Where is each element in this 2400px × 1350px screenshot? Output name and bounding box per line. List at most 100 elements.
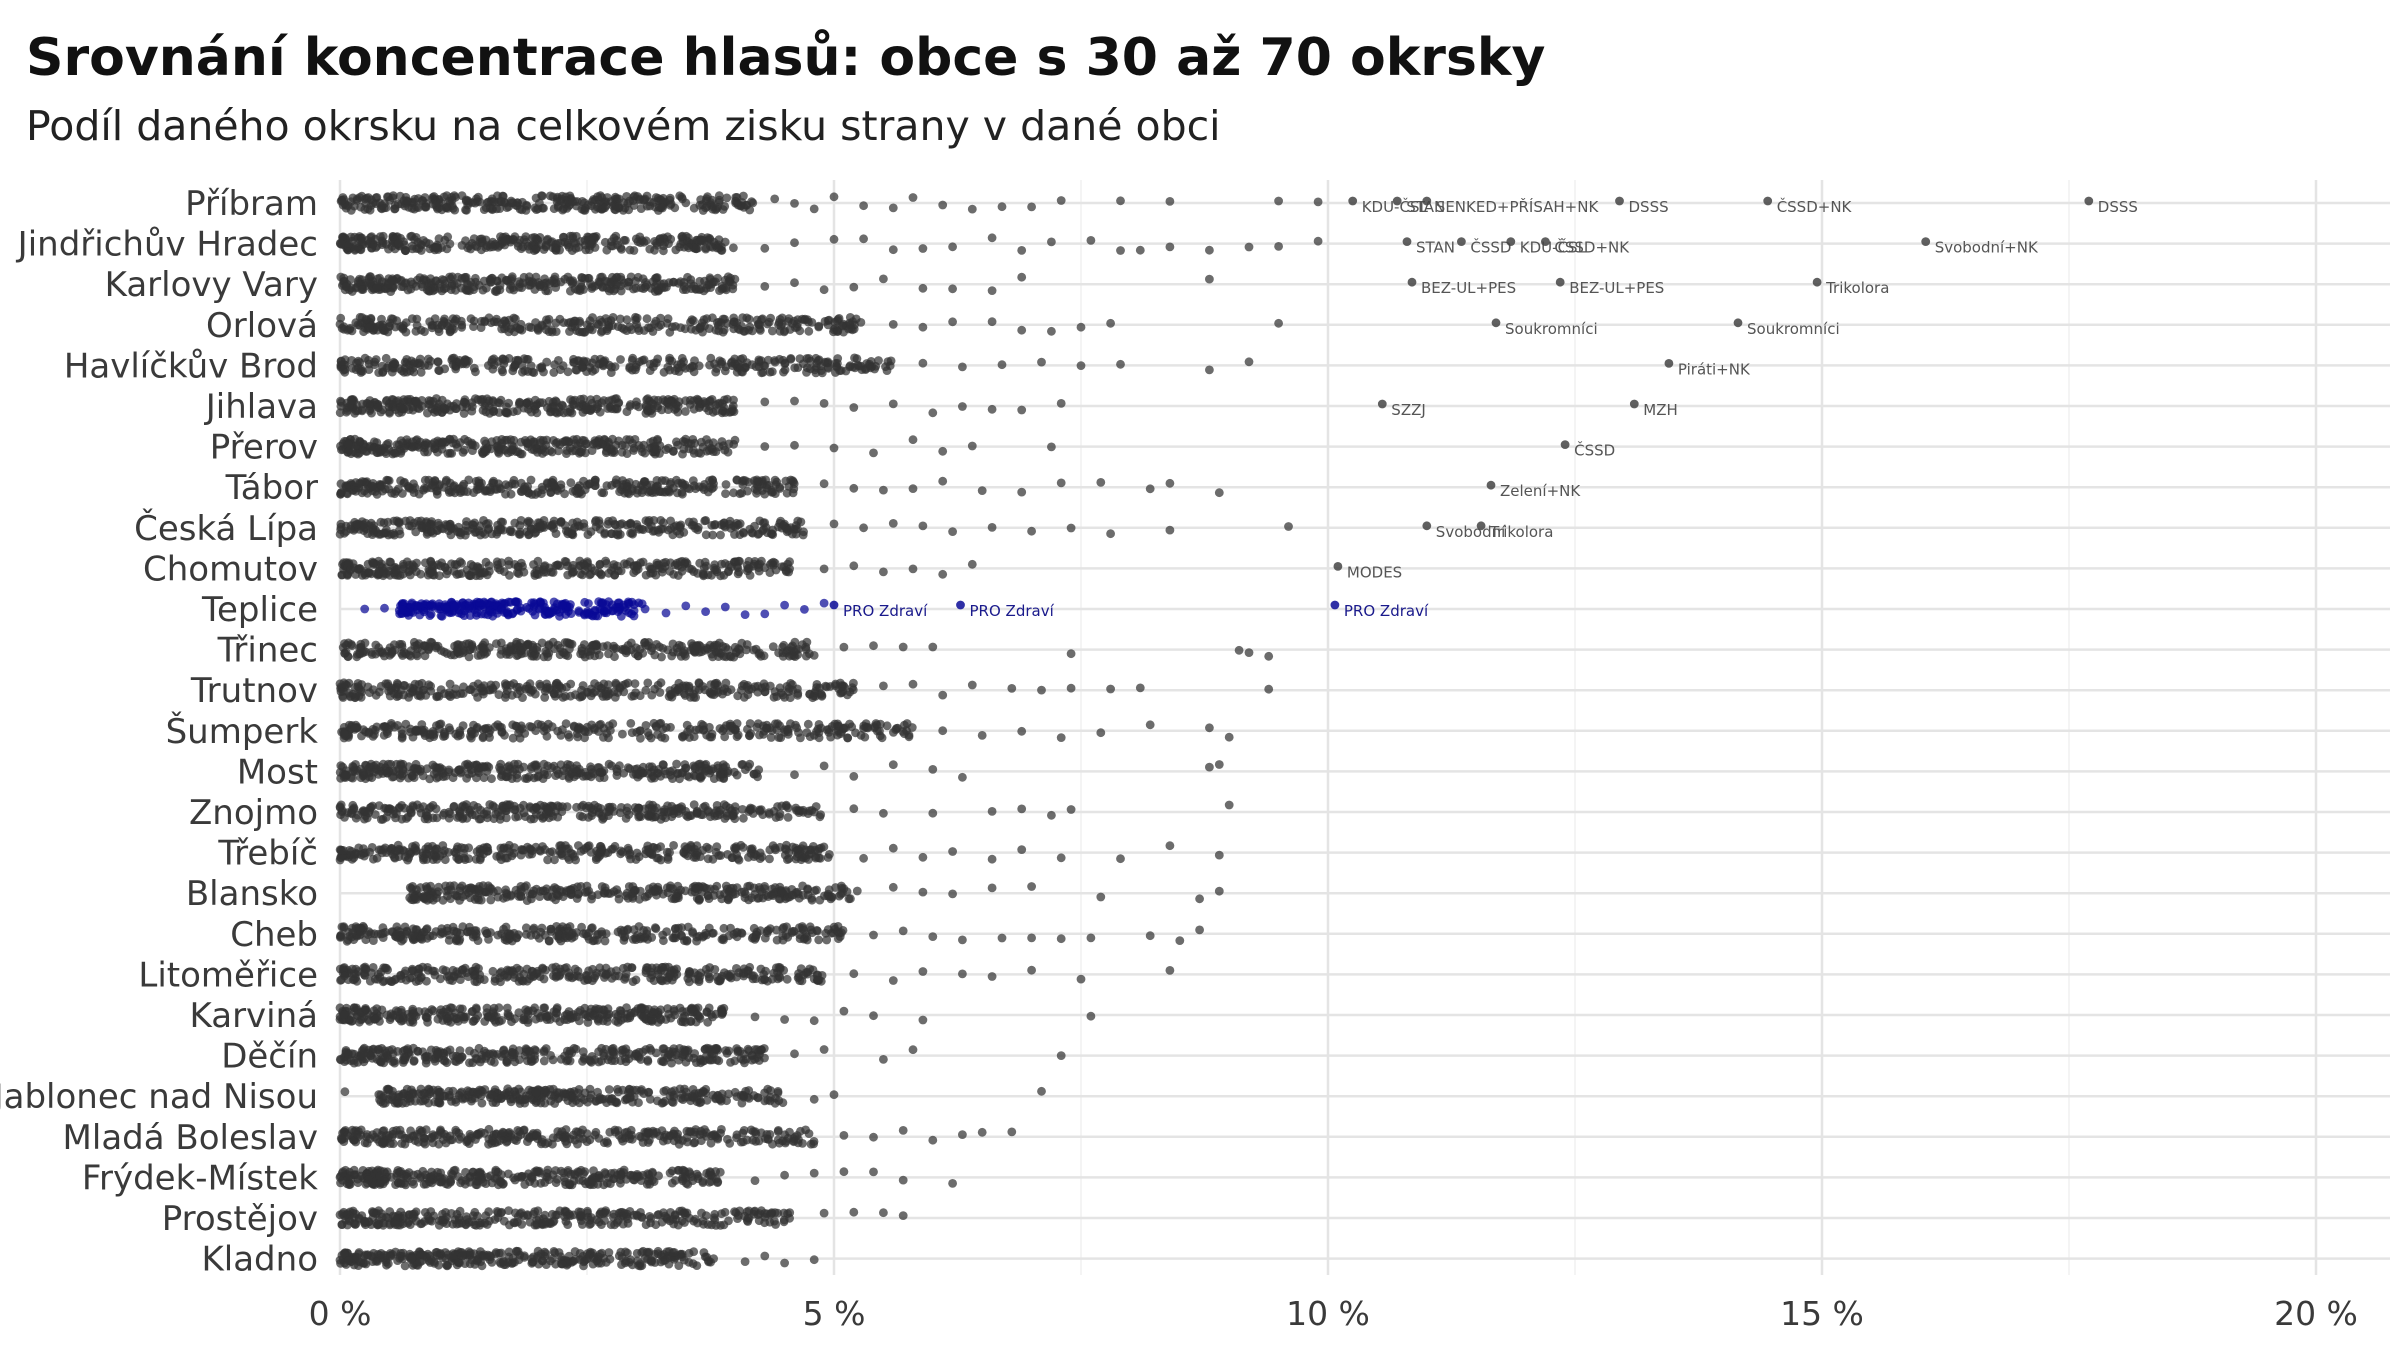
- data-point: [461, 195, 471, 205]
- data-point: [755, 730, 764, 740]
- data-point: [967, 441, 977, 451]
- data-point: [530, 568, 540, 578]
- data-point: [967, 559, 977, 569]
- data-point: [425, 569, 435, 578]
- data-point: [343, 447, 353, 457]
- data-point: [398, 559, 408, 569]
- data-point: [478, 238, 487, 248]
- data-point: [467, 406, 477, 416]
- data-point: [1205, 274, 1214, 284]
- data-point: [958, 362, 967, 372]
- data-point: [525, 722, 535, 731]
- data-point: [437, 321, 447, 330]
- data-point: [767, 367, 777, 376]
- data-point: [356, 366, 366, 376]
- data-point: [805, 689, 815, 699]
- data-point: [342, 488, 352, 498]
- data-point: [460, 646, 469, 656]
- data-point: [385, 399, 394, 408]
- data-point: [680, 760, 690, 769]
- data-point: [336, 356, 346, 366]
- data-point: [603, 605, 613, 615]
- data-point: [384, 724, 393, 734]
- data-point: [421, 438, 431, 448]
- data-point: [569, 358, 579, 367]
- data-point: [443, 399, 452, 409]
- data-point: [554, 446, 563, 456]
- data-point: [928, 765, 938, 774]
- data-point: [714, 235, 724, 245]
- data-point: [653, 680, 663, 690]
- data-point: [704, 324, 714, 333]
- data-point: [612, 771, 622, 780]
- data-point: [531, 272, 541, 282]
- data-point: [684, 243, 693, 253]
- data-point: [433, 518, 443, 528]
- data-point: [412, 640, 422, 650]
- data-point: [612, 404, 622, 414]
- data-point: [718, 406, 727, 416]
- data-point: [679, 282, 689, 291]
- data-point: [654, 322, 663, 331]
- data-point: [658, 203, 667, 213]
- data-point: [760, 609, 770, 619]
- data-point: [633, 564, 643, 574]
- data-point: [528, 642, 538, 652]
- data-point: [471, 367, 480, 377]
- data-point: [795, 354, 805, 363]
- data-point: [559, 766, 568, 776]
- data-point: [888, 399, 898, 409]
- data-point: [778, 648, 788, 658]
- data-point: [709, 690, 719, 700]
- data-point: [539, 245, 549, 254]
- data-point: [515, 324, 525, 334]
- data-point: [977, 731, 987, 740]
- data-point: [686, 317, 695, 327]
- data-point: [455, 726, 465, 735]
- data-point: [604, 649, 613, 659]
- data-point: [1017, 246, 1027, 255]
- data-point: [365, 401, 375, 411]
- data-point: [711, 447, 721, 457]
- data-point: [571, 690, 580, 700]
- data-point: [518, 242, 528, 252]
- data-point: [652, 444, 662, 454]
- data-point: [888, 203, 898, 213]
- data-point: [467, 727, 476, 736]
- data-point: [948, 242, 957, 252]
- data-point: [586, 691, 596, 701]
- data-point: [466, 440, 475, 449]
- data-point: [839, 642, 849, 652]
- data-point: [607, 480, 616, 490]
- data-point: [712, 678, 722, 688]
- data-point: [416, 325, 426, 335]
- data-point: [367, 481, 377, 491]
- data-point: [1205, 245, 1214, 255]
- data-point: [1086, 236, 1096, 245]
- data-point: [423, 447, 432, 457]
- data-point: [593, 192, 602, 202]
- data-point: [672, 759, 681, 769]
- data-point: [712, 567, 722, 577]
- data-point: [551, 529, 561, 538]
- data-point: [665, 356, 674, 365]
- data-point: [590, 566, 600, 576]
- data-point: [469, 681, 478, 691]
- data-point: [577, 197, 587, 206]
- data-point: [576, 279, 586, 288]
- data-point: [918, 283, 928, 293]
- data-point: [1056, 399, 1066, 408]
- data-point: [859, 201, 868, 211]
- data-point: [397, 640, 407, 649]
- data-point: [786, 354, 796, 364]
- data-point: [422, 522, 431, 531]
- data-point: [434, 234, 444, 244]
- data-point: [521, 206, 531, 215]
- data-point: [849, 561, 859, 571]
- data-point: [918, 244, 928, 253]
- data-point: [650, 526, 659, 536]
- data-point: [558, 647, 567, 657]
- data-point: [784, 526, 793, 536]
- data-point: [838, 687, 847, 696]
- data-point: [448, 773, 458, 783]
